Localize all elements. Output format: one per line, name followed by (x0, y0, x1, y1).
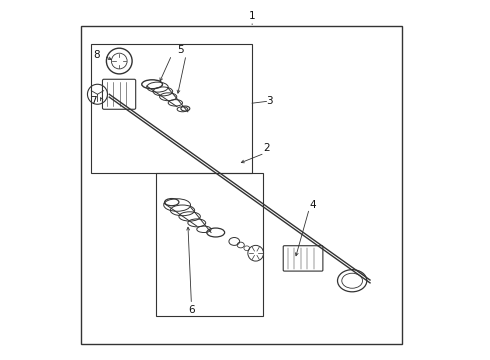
FancyBboxPatch shape (283, 246, 323, 271)
Bar (81, 26, 402, 344)
Text: 8: 8 (94, 50, 100, 60)
Text: 6: 6 (188, 305, 195, 315)
Text: 3: 3 (267, 96, 273, 107)
Bar (92, 44, 252, 173)
Text: 5: 5 (177, 45, 184, 55)
Text: 7: 7 (90, 96, 97, 107)
Text: 4: 4 (310, 200, 316, 210)
FancyBboxPatch shape (102, 79, 136, 109)
Text: 2: 2 (263, 143, 270, 153)
Text: 1: 1 (249, 11, 255, 21)
Bar (156, 173, 263, 316)
